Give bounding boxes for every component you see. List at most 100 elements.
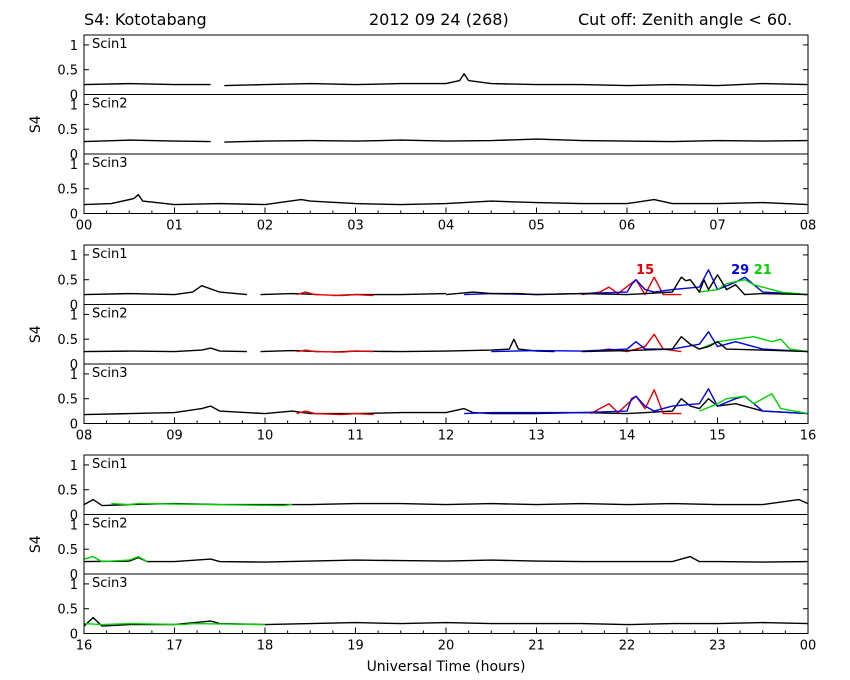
y-tick-label: 1 bbox=[70, 39, 78, 54]
y-tick-label: 0.5 bbox=[57, 603, 78, 618]
y-tick-label: 1 bbox=[70, 158, 78, 173]
x-tick-label: 14 bbox=[619, 429, 636, 444]
series-line-r1-p1-s7 bbox=[581, 336, 809, 353]
x-tick-label: 03 bbox=[347, 219, 364, 234]
x-tick-label: 00 bbox=[800, 639, 817, 654]
x-tick-label: 04 bbox=[438, 219, 455, 234]
series-line-r2-p1-s1 bbox=[83, 555, 148, 563]
y-tick-label: 1 bbox=[70, 368, 78, 383]
y-tick-label: 0.5 bbox=[57, 64, 78, 79]
series-line-r0-p2-s0 bbox=[83, 193, 809, 206]
y-tick-label: 0.5 bbox=[57, 393, 78, 408]
panel-frame-r1-p0 bbox=[83, 244, 809, 305]
series-line-r1-p2-s1 bbox=[296, 410, 374, 416]
x-tick-label: 10 bbox=[257, 429, 274, 444]
x-tick-label: 01 bbox=[166, 219, 183, 234]
x-tick-label: 11 bbox=[347, 429, 364, 444]
x-tick-label: 18 bbox=[257, 639, 274, 654]
y-tick-label: 0 bbox=[70, 299, 78, 314]
x-tick-label: 00 bbox=[76, 219, 93, 234]
y-tick-label: 0 bbox=[70, 148, 78, 163]
series-line-r1-p0-s3 bbox=[296, 291, 374, 297]
series-line-r1-p1-s0 bbox=[83, 347, 247, 353]
x-tick-label: 08 bbox=[76, 429, 93, 444]
series-line-r1-p0-s1 bbox=[260, 292, 320, 296]
panel-label: Scin2 bbox=[92, 97, 128, 112]
series-line-r1-p1-s6 bbox=[699, 336, 809, 353]
y-tick-label: 0 bbox=[70, 418, 78, 433]
panel-label: Scin3 bbox=[92, 576, 128, 591]
x-tick-label: 23 bbox=[709, 639, 726, 654]
satellite-label-21: 21 bbox=[754, 263, 772, 278]
series-line-r1-p2-s4 bbox=[699, 393, 809, 415]
panel-label: Scin1 bbox=[92, 37, 128, 52]
y-tick-label: 0 bbox=[70, 509, 78, 524]
panel-frame-r0-p1 bbox=[83, 94, 809, 155]
satellite-label-29: 29 bbox=[731, 263, 749, 278]
x-tick-label: 05 bbox=[528, 219, 545, 234]
series-line-r1-p2-s3 bbox=[464, 388, 809, 415]
series-line-r1-p0-s7 bbox=[445, 274, 809, 296]
y-tick-label: 0.5 bbox=[57, 543, 78, 558]
x-tick-label: 21 bbox=[528, 639, 545, 654]
series-line-r1-p0-s6 bbox=[699, 279, 809, 296]
series-line-r1-p2-s0 bbox=[83, 398, 809, 416]
x-tick-label: 06 bbox=[619, 219, 636, 234]
x-axis-label: Universal Time (hours) bbox=[367, 659, 526, 675]
y-tick-label: 1 bbox=[70, 249, 78, 264]
series-line-r1-p0-s0 bbox=[83, 285, 247, 296]
x-tick-label: 15 bbox=[709, 429, 726, 444]
y-tick-label: 0 bbox=[70, 358, 78, 373]
panel-frame-r2-p0 bbox=[83, 454, 809, 515]
series-line-r1-p1-s5 bbox=[491, 331, 809, 353]
x-tick-label: 17 bbox=[166, 639, 183, 654]
chart-title-station: S4: Kototabang bbox=[84, 10, 207, 29]
y-axis-label: S4 bbox=[28, 115, 44, 133]
x-tick-label: 12 bbox=[438, 429, 455, 444]
series-line-r0-p1-s1 bbox=[224, 138, 809, 143]
y-axis-label: S4 bbox=[28, 325, 44, 343]
y-tick-label: 1 bbox=[70, 98, 78, 113]
chart-title-date: 2012 09 24 (268) bbox=[369, 10, 509, 29]
y-tick-label: 0 bbox=[70, 208, 78, 223]
series-line-r0-p0-s0 bbox=[83, 82, 211, 86]
series-line-r1-p1-s2 bbox=[332, 338, 555, 353]
series-line-r1-p2-s2 bbox=[590, 389, 682, 415]
series-line-r0-p0-s1 bbox=[224, 72, 809, 87]
chart-title-cutoff: Cut off: Zenith angle < 60. bbox=[578, 10, 793, 29]
x-tick-label: 16 bbox=[800, 429, 817, 444]
y-tick-label: 1 bbox=[70, 518, 78, 533]
x-tick-label: 19 bbox=[347, 639, 364, 654]
panel-label: Scin3 bbox=[92, 366, 128, 381]
panel-label: Scin1 bbox=[92, 247, 128, 262]
x-tick-label: 13 bbox=[528, 429, 545, 444]
panel-label: Scin2 bbox=[92, 307, 128, 322]
panel-frame-r1-p2 bbox=[83, 363, 809, 424]
x-tick-label: 09 bbox=[166, 429, 183, 444]
y-tick-label: 0 bbox=[70, 568, 78, 583]
x-tick-label: 16 bbox=[76, 639, 93, 654]
series-line-r2-p2-s0 bbox=[83, 616, 809, 627]
panel-label: Scin1 bbox=[92, 457, 128, 472]
x-tick-label: 08 bbox=[800, 219, 817, 234]
y-tick-label: 0.5 bbox=[57, 484, 78, 499]
series-line-r2-p0-s1 bbox=[111, 502, 293, 507]
y-tick-label: 0.5 bbox=[57, 274, 78, 289]
x-tick-label: 20 bbox=[438, 639, 455, 654]
panel-frame-r1-p1 bbox=[83, 304, 809, 365]
y-tick-label: 0.5 bbox=[57, 123, 78, 138]
panel-frame-r2-p2 bbox=[83, 573, 809, 634]
y-tick-label: 0 bbox=[70, 89, 78, 104]
series-line-r0-p1-s0 bbox=[83, 139, 211, 143]
series-line-r2-p2-s1 bbox=[83, 622, 266, 626]
y-axis-label: S4 bbox=[28, 535, 44, 553]
x-tick-label: 22 bbox=[619, 639, 636, 654]
x-tick-label: 02 bbox=[257, 219, 274, 234]
satellite-label-15: 15 bbox=[636, 263, 654, 278]
panel-frame-r2-p1 bbox=[83, 514, 809, 575]
x-tick-label: 07 bbox=[709, 219, 726, 234]
y-tick-label: 0 bbox=[70, 628, 78, 643]
panel-label: Scin3 bbox=[92, 156, 128, 171]
y-tick-label: 0.5 bbox=[57, 183, 78, 198]
